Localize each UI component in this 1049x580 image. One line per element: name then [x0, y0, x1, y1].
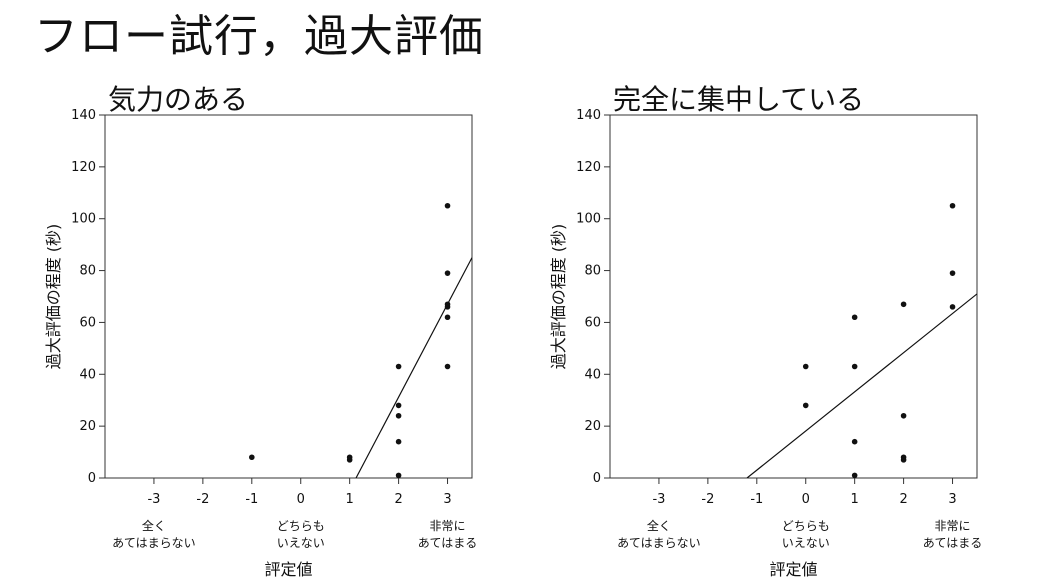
data-point	[395, 402, 402, 409]
y-tick-label: 80	[79, 264, 96, 279]
fit-line	[746, 293, 977, 478]
data-point	[395, 472, 402, 479]
y-tick-label: 60	[584, 315, 601, 330]
y-tick-label: 100	[71, 212, 96, 227]
data-point	[900, 457, 907, 463]
x-tick-annotation: 非常に	[430, 519, 466, 533]
x-tick-annotation: あてはまらない	[112, 536, 196, 550]
y-tick-label: 60	[79, 315, 96, 330]
data-point	[900, 412, 907, 419]
data-point	[444, 314, 451, 321]
data-point	[395, 438, 402, 445]
scatter-chart-left: 気力のある 0 20 40 60 80 100 120 140 -3 -2 -1 0 1 2 3 全くあてはまら…	[44, 83, 478, 579]
x-tick-label: -3	[147, 492, 160, 507]
data-point	[395, 363, 402, 370]
data-point	[802, 402, 809, 409]
data-point	[851, 472, 858, 479]
data-point	[444, 202, 451, 209]
y-tick-label: 120	[71, 160, 96, 175]
x-tick-label: 1	[851, 492, 859, 507]
y-axis-label: 過大評価の程度 (秒)	[44, 224, 63, 370]
data-point	[851, 363, 858, 370]
y-tick-label: 40	[584, 367, 601, 382]
data-point	[395, 412, 402, 419]
x-axis-label: 評定値	[264, 560, 312, 579]
x-tick-label: 2	[394, 492, 402, 507]
x-axis-label: 評定値	[769, 560, 817, 579]
x-tick-label: 0	[297, 492, 305, 507]
y-tick-label: 140	[71, 108, 96, 123]
x-tick-annotation: 全く	[647, 518, 671, 533]
data-point	[346, 457, 353, 463]
x-tick-label: 1	[346, 492, 354, 507]
data-point	[949, 304, 956, 310]
y-tick-label: 40	[79, 367, 96, 382]
y-tick-label: 0	[88, 471, 96, 486]
scatter-chart-right: 完全に集中している 0 20 40 60 80 100 120 140 -3 -2 -1 0 1 2 3 全くあ…	[549, 83, 983, 579]
x-tick-annotation: いえない	[277, 536, 325, 550]
data-point	[949, 270, 956, 276]
data-point	[444, 363, 451, 370]
y-tick-label: 120	[576, 160, 601, 175]
data-point	[851, 438, 858, 445]
chart-title: 完全に集中している	[613, 83, 864, 116]
x-tick-label: 3	[443, 492, 451, 507]
data-point	[851, 314, 858, 321]
x-tick-annotation: あてはまる	[923, 536, 983, 550]
x-tick-annotation: あてはまる	[418, 536, 478, 550]
x-tick-annotation: 全く	[142, 518, 166, 533]
data-point	[900, 301, 907, 308]
x-tick-annotation: いえない	[782, 536, 830, 550]
y-axis-label: 過大評価の程度 (秒)	[549, 224, 568, 370]
x-tick-label: -1	[750, 492, 763, 507]
data-point	[444, 304, 451, 310]
data-point	[802, 363, 809, 370]
x-tick-label: -3	[652, 492, 665, 507]
y-tick-label: 100	[576, 212, 601, 227]
data-point	[249, 454, 255, 461]
y-tick-label: 80	[584, 264, 601, 279]
chart-title: 気力のある	[108, 83, 248, 116]
x-tick-annotation: 非常に	[935, 519, 971, 533]
y-tick-label: 0	[593, 471, 601, 486]
x-tick-annotation: どちらも	[782, 519, 830, 533]
x-tick-annotation: あてはまらない	[617, 536, 701, 550]
plot-frame	[104, 114, 473, 479]
x-tick-label: 3	[948, 492, 956, 507]
x-tick-label: 2	[899, 492, 907, 507]
x-tick-label: 0	[802, 492, 810, 507]
data-point	[444, 270, 451, 276]
y-tick-label: 20	[79, 419, 96, 434]
x-tick-label: -1	[245, 492, 258, 507]
x-tick-label: -2	[196, 492, 209, 507]
page-title: フロー試行，過大評価	[34, 11, 484, 62]
x-tick-annotation: どちらも	[277, 519, 325, 533]
y-tick-label: 20	[584, 419, 601, 434]
data-point	[949, 202, 956, 209]
y-tick-label: 140	[576, 108, 601, 123]
x-tick-label: -2	[701, 492, 714, 507]
plot-frame	[609, 114, 978, 479]
fit-line	[355, 257, 472, 478]
